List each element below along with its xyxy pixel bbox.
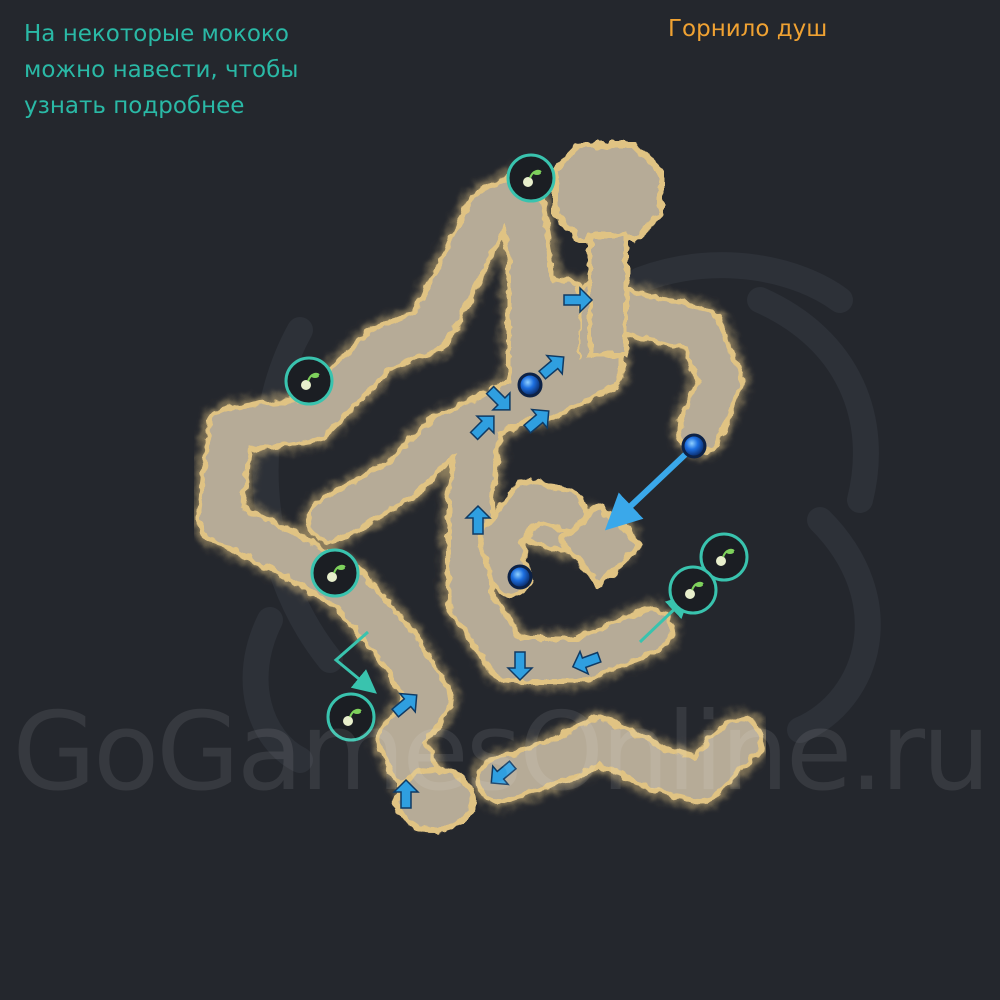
- hint-line: можно навести, чтобы: [24, 57, 299, 83]
- hint-text: На некоторые мококо можно навести, чтобы…: [24, 16, 344, 124]
- mokoko-seed-marker[interactable]: [326, 692, 376, 742]
- mokoko-seed-marker[interactable]: [699, 532, 749, 582]
- portals: [507, 372, 707, 590]
- mokoko-seed-icon: [716, 548, 735, 566]
- direction-arrow-icon: [538, 354, 565, 380]
- zone-title: Горнило душ: [668, 16, 828, 42]
- dungeon-paths: [192, 142, 768, 833]
- mokoko-seed-icon: [343, 708, 362, 726]
- mokoko-seed-marker[interactable]: [310, 548, 360, 598]
- direction-arrows: [391, 286, 602, 809]
- direction-arrow-icon: [392, 778, 420, 809]
- room-top-stem: [587, 232, 629, 358]
- direction-arrow-icon: [571, 649, 602, 676]
- mokoko-seed-icon: [523, 169, 542, 187]
- direction-arrow-icon: [469, 415, 495, 441]
- direction-arrow-icon: [485, 385, 511, 411]
- mokoko-seed-icon: [327, 564, 346, 582]
- direction-arrow-icon: [523, 408, 550, 434]
- direction-arrow-icon: [464, 504, 492, 535]
- portal-orb-icon[interactable]: [507, 564, 533, 590]
- portal-orb-icon[interactable]: [517, 372, 543, 398]
- mokoko-seed-marker[interactable]: [506, 153, 556, 203]
- direction-arrow-icon: [391, 692, 418, 718]
- direction-arrow-icon: [490, 760, 517, 786]
- portal-orb-icon[interactable]: [681, 433, 707, 459]
- direction-arrow-icon: [506, 651, 534, 682]
- pointer-arrow: [333, 630, 377, 694]
- mokoko-seed-marker[interactable]: [668, 565, 718, 615]
- teleport-line: [604, 447, 693, 531]
- mokoko-seed-marker[interactable]: [284, 356, 334, 406]
- mokoko-markers: [284, 153, 749, 742]
- mokoko-seed-icon: [301, 372, 320, 390]
- hint-line: На некоторые мококо: [24, 21, 289, 47]
- room-top-octagon: [552, 142, 663, 243]
- background-emblem: [242, 252, 881, 773]
- direction-arrow-icon: [563, 286, 594, 314]
- mokoko-seed-icon: [685, 581, 704, 599]
- room-bottom-left: [394, 767, 476, 833]
- hint-line: узнать подробнее: [24, 93, 245, 119]
